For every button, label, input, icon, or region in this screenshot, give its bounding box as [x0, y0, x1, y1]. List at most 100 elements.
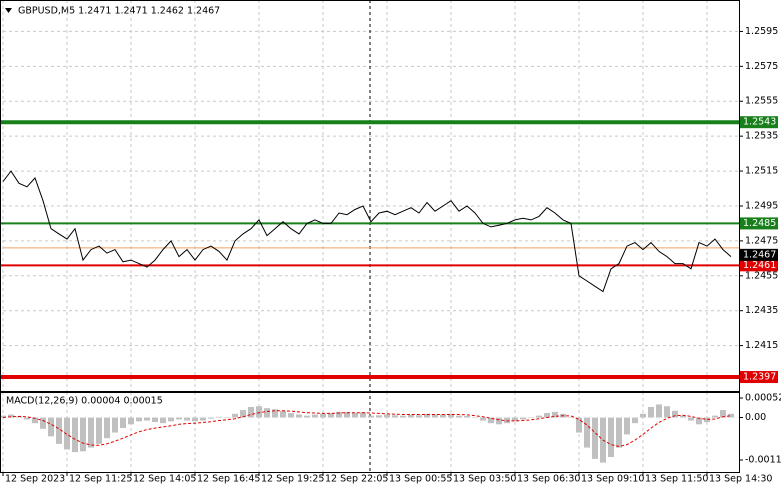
macd-bar: [392, 415, 398, 418]
macd-bar: [272, 409, 278, 418]
macd-bar: [112, 417, 118, 433]
macd-bar: [296, 414, 302, 418]
macd-bar: [520, 417, 526, 420]
x-tick-label: 12 Sep 2023: [5, 474, 65, 485]
macd-bar: [0, 415, 6, 418]
price-label: 1.2467: [743, 249, 776, 260]
macd-bar: [496, 417, 502, 425]
macd-bar: [56, 417, 62, 444]
macd-bar: [664, 406, 670, 418]
macd-bar: [16, 416, 22, 418]
macd-bar: [528, 417, 534, 419]
price-line: [2, 170, 732, 293]
macd-bar: [640, 413, 646, 418]
y-tick-label: 1.2555: [745, 96, 778, 107]
price-label-box: [740, 259, 778, 272]
x-tick-label: 12 Sep 19:25: [261, 474, 324, 485]
macd-bar: [384, 414, 390, 418]
macd-bar: [320, 413, 326, 418]
x-tick-label: 13 Sep 03:50: [453, 474, 516, 485]
macd-bar: [328, 413, 334, 418]
macd-bar: [248, 407, 254, 418]
macd-bar: [536, 415, 542, 418]
macd-bar: [184, 417, 190, 421]
macd-bar: [336, 411, 342, 418]
macd-bar: [72, 417, 78, 453]
macd-bar: [344, 411, 350, 418]
macd-bar: [264, 408, 270, 418]
macd-bar: [48, 417, 54, 437]
y-tick-label: 1.2475: [745, 235, 778, 246]
macd-bar: [704, 417, 710, 423]
macd-bar: [544, 413, 550, 418]
x-tick-label: 13 Sep 09:10: [581, 474, 644, 485]
chart-title: GBPUSD,M5 1.2471 1.2471 1.2462 1.2467: [18, 6, 220, 17]
price-label-box: [740, 217, 778, 230]
macd-bar: [144, 417, 150, 421]
price-label: 1.2543: [743, 117, 776, 128]
macd-bar: [216, 416, 222, 418]
macd-bar: [464, 416, 470, 418]
macd-bar: [80, 417, 86, 452]
macd-bar: [576, 417, 582, 433]
y-tick-label: 1.2415: [745, 340, 778, 351]
macd-bar: [472, 417, 478, 419]
macd-bar: [424, 413, 430, 418]
price-label: 1.2397: [743, 372, 776, 383]
x-tick-label: 12 Sep 22:05: [325, 474, 388, 485]
x-tick-label: 12 Sep 16:45: [197, 474, 260, 485]
menu-arrow[interactable]: [5, 8, 12, 13]
y-tick-label: 1.2595: [745, 26, 778, 37]
macd-bar: [24, 417, 30, 420]
y-tick-label: 1.2495: [745, 200, 778, 211]
macd-bar: [232, 413, 238, 418]
signal-line: [2, 410, 732, 448]
macd-bar: [632, 417, 638, 424]
macd-bar: [712, 415, 718, 418]
macd-bar: [240, 410, 246, 418]
macd-bar: [40, 417, 46, 429]
macd-bar: [136, 417, 142, 422]
y-tick-label: 0.00: [745, 412, 766, 423]
macd-bar: [360, 412, 366, 418]
macd-bar: [480, 417, 486, 421]
x-tick-label: 13 Sep 06:30: [517, 474, 580, 485]
macd-bar: [720, 410, 726, 418]
macd-bar: [280, 410, 286, 418]
macd-bar: [120, 417, 126, 429]
macd-bar: [288, 413, 294, 418]
macd-bar: [368, 415, 374, 418]
price-label: 1.2461: [743, 260, 776, 271]
macd-bar: [488, 417, 494, 424]
macd-bar: [448, 413, 454, 418]
macd-bar: [728, 413, 734, 418]
main-frame: [0, 0, 740, 392]
macd-bar: [352, 413, 358, 418]
macd-bar: [608, 417, 614, 457]
macd-bar: [376, 415, 382, 418]
macd-bar: [304, 415, 310, 418]
price-label: 1.2485: [743, 218, 776, 229]
macd-bar: [688, 417, 694, 421]
macd-bar: [504, 417, 510, 424]
macd-bar: [400, 415, 406, 418]
macd-bar: [208, 417, 214, 419]
price-label-box: [740, 116, 778, 129]
macd-bar: [160, 417, 166, 424]
macd-bar: [456, 415, 462, 418]
macd-bar: [200, 417, 206, 421]
macd-bar: [176, 417, 182, 420]
macd-bar: [408, 414, 414, 418]
macd-bar: [224, 417, 230, 419]
macd-bar: [96, 417, 102, 444]
macd-bar: [512, 417, 518, 422]
y-tick-label: 1.2515: [745, 166, 778, 177]
y-tick-label: 1.2455: [745, 270, 778, 281]
macd-bar: [696, 417, 702, 425]
x-tick-label: 12 Sep 14:05: [133, 474, 196, 485]
macd-bar: [552, 411, 558, 418]
macd-bar: [680, 415, 686, 418]
